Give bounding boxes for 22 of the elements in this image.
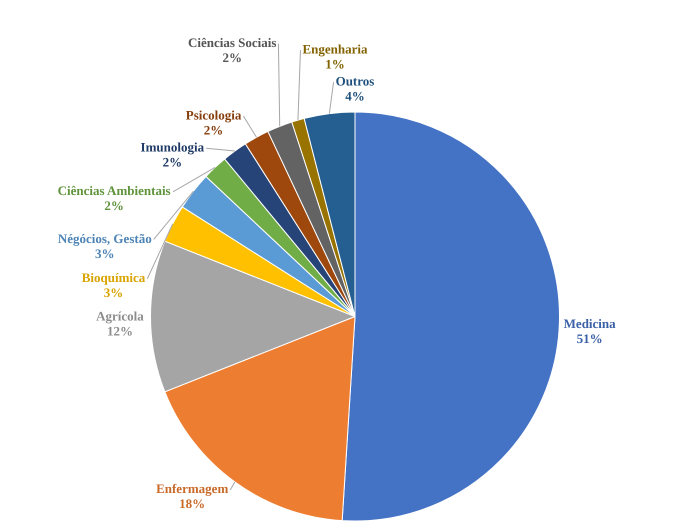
slice-label: Medicina (564, 316, 616, 331)
slice-label: Engenharia (302, 41, 368, 56)
slice-label: Ciências Ambientais (58, 183, 171, 198)
slice-label: Ciências Sociais (188, 34, 276, 50)
data-label: 2% (204, 122, 224, 138)
data-label: 2% (162, 154, 182, 170)
slice-label: Négócios, Gestão (58, 230, 152, 246)
slice-label: Enfermagem (156, 481, 228, 496)
data-label: 51% (576, 330, 603, 346)
slice-label: Bioquímica (82, 270, 146, 286)
data-label: 18% (179, 496, 206, 512)
slice-label: Psicologia (186, 107, 242, 122)
data-label: 3% (95, 246, 115, 261)
slice-label: Imunologia (140, 140, 205, 155)
data-label: 2% (222, 50, 242, 65)
slice-label: Agrícola (96, 308, 144, 324)
data-label: 2% (104, 198, 124, 214)
data-label: 1% (325, 56, 345, 72)
data-label: 3% (104, 285, 124, 300)
data-label: 4% (345, 88, 365, 104)
data-label: 12% (106, 324, 133, 339)
slice-label: Outros (336, 73, 374, 88)
